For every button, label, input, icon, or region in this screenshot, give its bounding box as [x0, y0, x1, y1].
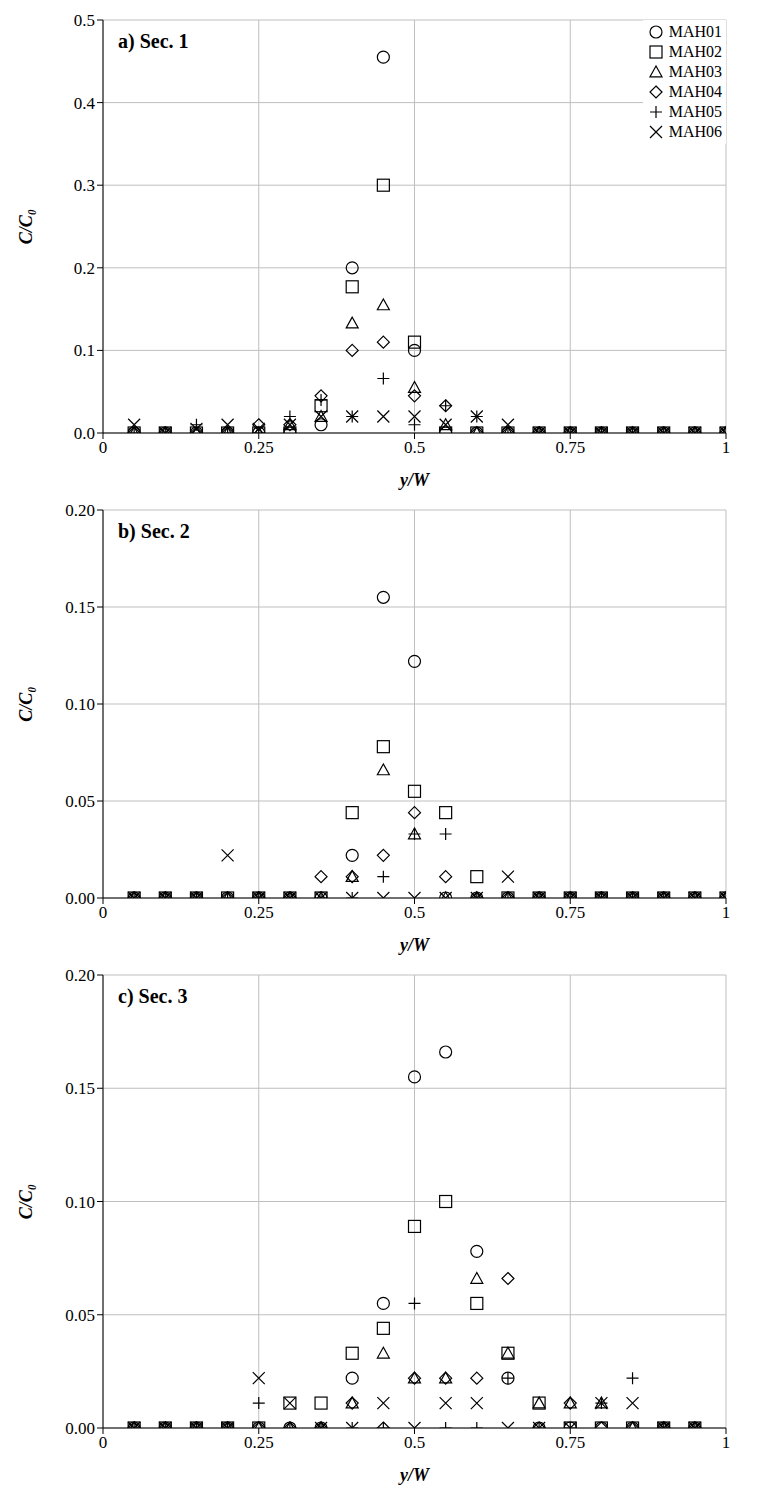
svg-text:0.15: 0.15	[65, 1079, 95, 1098]
html-text:b) Sec. 2: b) Sec. 2	[118, 520, 190, 542]
svg-text:0.00: 0.00	[65, 1419, 95, 1438]
svg-text:0: 0	[99, 438, 108, 457]
svg-text:0.1: 0.1	[74, 341, 95, 360]
html-text:MAH05: MAH05	[668, 103, 722, 120]
html-text:MAH01: MAH01	[668, 23, 722, 40]
svg-text:0.05: 0.05	[65, 1306, 95, 1325]
html-text:a) Sec. 1: a) Sec. 1	[118, 30, 189, 52]
svg-text:0.2: 0.2	[74, 259, 95, 278]
svg-text:y/W: y/W	[398, 470, 431, 490]
svg-text:0.4: 0.4	[74, 94, 96, 113]
html-text:MAH06: MAH06	[668, 123, 722, 140]
svg-text:0.5: 0.5	[404, 438, 425, 457]
svg-text:0.20: 0.20	[65, 501, 95, 520]
svg-text:0.5: 0.5	[74, 11, 95, 30]
svg-text:y/W: y/W	[398, 935, 431, 955]
svg-text:0.10: 0.10	[65, 695, 95, 714]
svg-text:0.75: 0.75	[555, 438, 585, 457]
svg-text:C/C₀: C/C₀	[16, 686, 36, 721]
html-text:MAH04: MAH04	[668, 83, 722, 100]
svg-text:0.00: 0.00	[65, 889, 95, 908]
svg-text:0.75: 0.75	[555, 1433, 585, 1452]
svg-text:0.20: 0.20	[65, 966, 95, 985]
svg-text:0.5: 0.5	[404, 903, 425, 922]
svg-text:0: 0	[99, 1433, 108, 1452]
svg-text:y/W: y/W	[398, 1465, 431, 1485]
svg-text:C/C₀: C/C₀	[16, 209, 36, 244]
svg-text:0.5: 0.5	[404, 1433, 425, 1452]
svg-text:0.25: 0.25	[244, 903, 274, 922]
svg-text:0.75: 0.75	[555, 903, 585, 922]
svg-text:0: 0	[99, 903, 108, 922]
html-text:MAH02: MAH02	[668, 43, 722, 60]
svg-text:0.25: 0.25	[244, 1433, 274, 1452]
svg-text:0.05: 0.05	[65, 792, 95, 811]
svg-text:0.25: 0.25	[244, 438, 274, 457]
svg-text:1: 1	[722, 438, 731, 457]
svg-text:0.0: 0.0	[74, 424, 95, 443]
svg-text:0.15: 0.15	[65, 598, 95, 617]
svg-text:1: 1	[722, 903, 731, 922]
html-text:c) Sec. 3: c) Sec. 3	[118, 985, 188, 1007]
svg-text:0.10: 0.10	[65, 1193, 95, 1212]
svg-text:1: 1	[722, 1433, 731, 1452]
svg-text:C/C₀: C/C₀	[16, 1184, 36, 1219]
html-text:MAH03: MAH03	[668, 63, 722, 80]
svg-text:0.3: 0.3	[74, 176, 95, 195]
